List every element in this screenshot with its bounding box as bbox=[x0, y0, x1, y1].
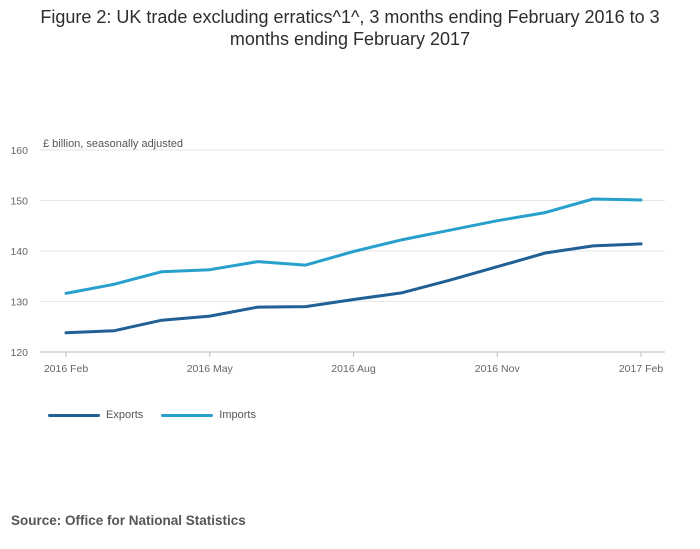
legend-swatch-exports bbox=[48, 413, 100, 417]
series-line-imports[interactable] bbox=[64, 197, 643, 295]
y-tick-label: 130 bbox=[10, 297, 28, 309]
x-tick-label: 2016 May bbox=[187, 363, 234, 375]
chart-title: Figure 2: UK trade excluding erratics^1^… bbox=[40, 7, 660, 49]
y-tick-label: 120 bbox=[10, 347, 28, 359]
legend-label-imports: Imports bbox=[219, 409, 256, 421]
source-note: Source: Office for National Statistics bbox=[11, 513, 246, 528]
x-tick-label: 2016 Feb bbox=[44, 363, 89, 375]
legend-item-exports[interactable]: Exports bbox=[48, 409, 143, 421]
legend-item-imports[interactable]: Imports bbox=[161, 409, 256, 421]
x-tick-label: 2017 Feb bbox=[619, 363, 664, 375]
legend: Exports Imports bbox=[48, 409, 274, 421]
series-line-exports[interactable] bbox=[64, 242, 643, 335]
y-axis-label: £ billion, seasonally adjusted bbox=[43, 138, 183, 150]
legend-label-exports: Exports bbox=[106, 409, 144, 421]
series-lines bbox=[64, 197, 643, 335]
y-axis-ticks: 120 130 140 150 160 bbox=[10, 145, 28, 359]
x-tick-label: 2016 Aug bbox=[331, 363, 376, 375]
x-tick-label: 2016 Nov bbox=[475, 363, 521, 375]
legend-swatch-imports bbox=[161, 413, 214, 417]
y-tick-label: 140 bbox=[10, 246, 28, 258]
y-tick-label: 150 bbox=[10, 196, 28, 208]
y-tick-label: 160 bbox=[10, 145, 28, 157]
x-axis-ticks: 2016 Feb 2016 May 2016 Aug 2016 Nov 2017 Feb bbox=[44, 352, 664, 375]
